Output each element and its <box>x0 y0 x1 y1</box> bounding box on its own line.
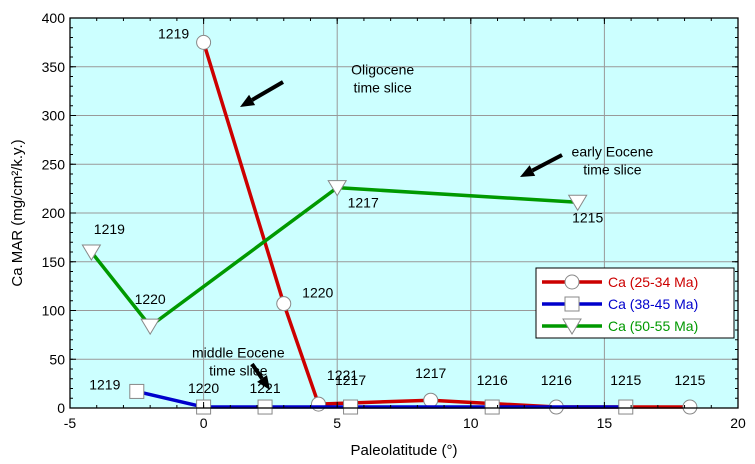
grid <box>70 18 738 408</box>
annotation-arrow-shaft <box>251 80 285 102</box>
data-point <box>140 318 161 336</box>
site-label: 1215 <box>610 372 641 388</box>
legend-label: Ca (38-45 Ma) <box>608 296 698 312</box>
x-axis-title: Paleolatitude (°) <box>351 442 458 459</box>
site-label: 1216 <box>541 372 572 388</box>
site-label: 1219 <box>94 221 125 237</box>
legend-marker <box>562 318 582 335</box>
legend-label: Ca (25-34 Ma) <box>608 274 698 290</box>
legend-label: Ca (50-55 Ma) <box>608 318 698 334</box>
data-point <box>276 296 292 312</box>
annotation-arrow-head <box>257 375 270 390</box>
data-point <box>196 34 212 50</box>
data-point <box>310 396 326 412</box>
y-tick-label: 300 <box>42 108 66 124</box>
data-point <box>81 244 102 261</box>
series-line <box>90 185 578 328</box>
site-label: 1216 <box>477 372 508 388</box>
data-point <box>484 399 500 415</box>
y-axis-title: Ca MAR (mg/cm²/k.y.) <box>9 139 26 286</box>
site-label: 1221 <box>249 380 280 396</box>
y-tick-label: 250 <box>42 156 66 172</box>
annotation-text: time slice <box>583 161 642 177</box>
site-label: 1215 <box>674 372 705 388</box>
data-point <box>343 399 359 415</box>
site-label: 1220 <box>188 380 219 396</box>
site-label: 1220 <box>302 285 333 301</box>
annotation-text: middle Eocene <box>192 344 285 360</box>
series-2: 1219 1220 1221 1217 1216 1215 <box>89 372 642 415</box>
x-tick-label: 10 <box>463 415 479 431</box>
data-point <box>129 383 145 399</box>
x-tick-label: -5 <box>64 415 77 431</box>
data-point <box>423 392 439 408</box>
site-label: 1219 <box>89 376 120 392</box>
data-point <box>567 194 588 212</box>
x-tick-label: 20 <box>730 415 746 431</box>
site-label: 1217 <box>335 372 366 388</box>
y-tick-label: 350 <box>42 59 66 75</box>
data-point <box>682 399 698 415</box>
annotations: Oligocene time slice early Eocene time slic… <box>192 62 653 390</box>
annotation-arrow-shaft <box>250 362 264 380</box>
annotation-text: Oligocene <box>351 62 414 78</box>
site-label: 1220 <box>135 291 166 307</box>
annotation-text: time slice <box>353 80 412 96</box>
legend-marker <box>564 274 580 290</box>
site-label: 1219 <box>158 25 189 41</box>
data-point <box>618 399 634 415</box>
legend: Ca (25-34 Ma) Ca (38-45 Ma) Ca (50-55 Ma) <box>535 267 735 339</box>
y-tick-label: 150 <box>42 254 66 270</box>
y-tick-label: 0 <box>57 400 65 416</box>
x-tick-label: 15 <box>597 415 613 431</box>
x-tick-label: 5 <box>333 415 341 431</box>
site-label: 1215 <box>572 209 603 225</box>
annotation-text: early Eocene <box>572 143 654 159</box>
annotation-arrow-head <box>240 94 256 107</box>
series-3: 1219 1220 1217 1215 <box>81 180 603 336</box>
site-label: 1221 <box>327 367 358 383</box>
x-tick-label: 0 <box>200 415 208 431</box>
y-tick-label: 100 <box>42 303 66 319</box>
legend-marker <box>564 296 580 312</box>
site-label: 1217 <box>415 365 446 381</box>
y-tick-label: 400 <box>42 10 66 26</box>
y-tick-label: 200 <box>42 205 66 221</box>
annotation-arrow-shaft <box>531 153 563 173</box>
data-point <box>257 399 273 415</box>
data-point <box>327 180 348 197</box>
site-label: 1217 <box>348 195 379 211</box>
series-line <box>136 389 626 409</box>
y-tick-label: 50 <box>49 351 65 367</box>
annotation-arrow-head <box>520 165 536 177</box>
